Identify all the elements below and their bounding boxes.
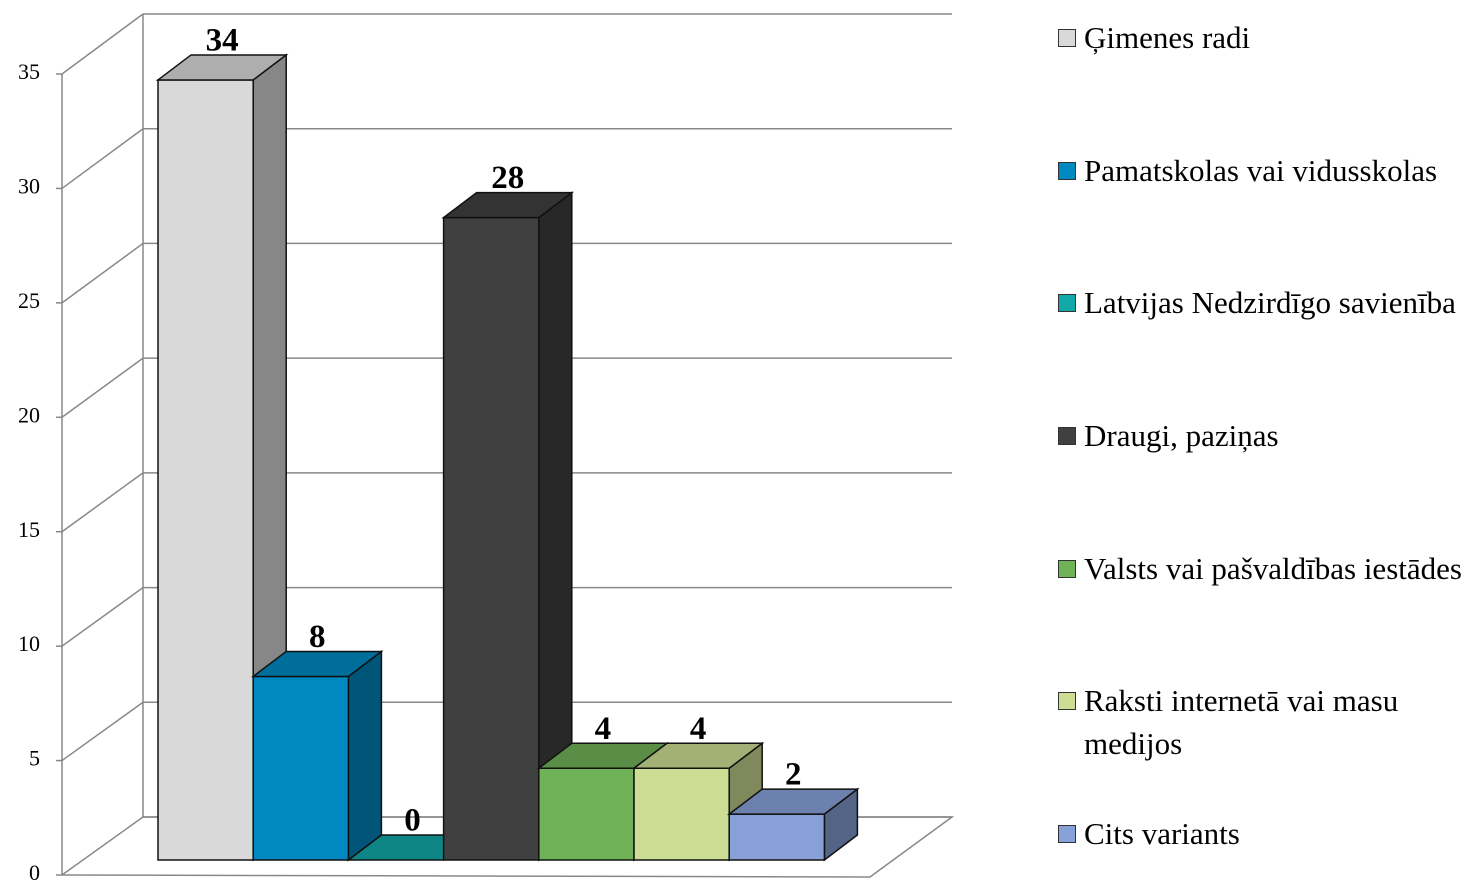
legend-swatch [1058,427,1076,445]
bar [728,813,826,861]
value-label: 8 [309,619,326,655]
legend-swatch [1058,692,1076,710]
legend-label: Latvijas Nedzirdīgo savienība [1084,285,1456,320]
legend-swatch [1058,560,1076,578]
bar [633,767,730,861]
grid-line [61,586,144,647]
bar-side [347,649,383,862]
legend-item: Ģimenes radi [1058,16,1470,59]
grid-line [61,357,144,418]
legend-label: Ģimenes radi [1084,20,1251,55]
legend-label: Valsts vai pašvaldības iestādes [1084,551,1462,586]
legend-item: Cits variants [1058,812,1470,855]
bar-top [441,191,575,219]
y-tick-label: 10 [18,631,40,656]
y-tick-label: 5 [29,746,40,771]
value-label: 2 [785,757,802,793]
legend-swatch [1058,294,1076,312]
grid-line [61,472,144,533]
y-tick-label: 30 [18,173,40,198]
value-label: 4 [595,711,612,747]
legend-item: Pamatskolas vai vidusskolas [1058,149,1470,192]
legend-item: Valsts vai pašvaldības iestādes [1058,547,1470,590]
grid-line [61,816,144,876]
y-tick-label: 0 [29,860,40,885]
bar-top [631,742,765,769]
legend-label: Cits variants [1084,816,1240,851]
legend-swatch [1058,825,1076,843]
legend-label: Raksti internetā vai masu medijos [1084,683,1399,761]
grid-line [61,128,144,190]
bar [157,79,254,861]
legend-swatch [1058,29,1076,47]
y-tick-label: 15 [18,517,40,542]
value-label: 34 [206,23,239,59]
legend-swatch [1058,162,1076,180]
bar-top [250,650,384,678]
y-tick-label: 20 [18,402,40,427]
bar-top [726,788,860,815]
bar [442,216,540,861]
legend-label: Draugi, paziņas [1084,418,1279,453]
value-label: 0 [404,803,421,839]
bar [538,767,635,861]
bar [252,675,350,861]
y-tick-label: 25 [18,288,40,313]
y-tick-label: 35 [18,59,40,84]
legend-item: Raksti internetā vai masu medijos [1058,679,1470,765]
legend-item: Latvijas Nedzirdīgo savienība [1058,281,1470,324]
value-label: 4 [690,711,707,747]
value-label: 28 [491,160,524,196]
legend-item: Draugi, paziņas [1058,414,1470,457]
grid-line [61,701,144,762]
legend-label: Pamatskolas vai vidusskolas [1084,153,1438,188]
bar-top [155,54,289,81]
grid-line [61,13,144,75]
grid-line [61,242,144,304]
